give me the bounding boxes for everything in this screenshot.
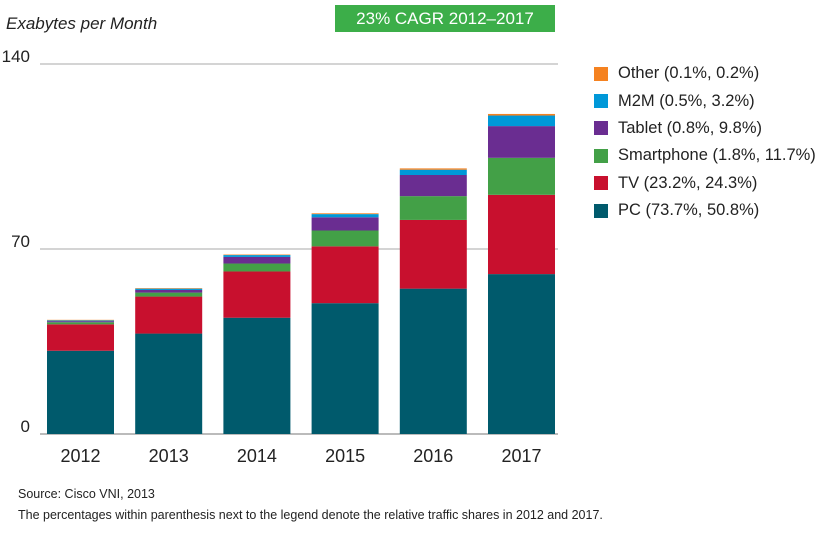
legend-item-other: Other (0.1%, 0.2%) [594,60,816,87]
legend-item-tablet: Tablet (0.8%, 9.8%) [594,115,816,142]
x-tick-label: 2016 [413,446,453,466]
x-tick-label: 2013 [149,446,189,466]
bar-segment-other-2012 [47,319,114,321]
y-tick-label: 70 [11,232,30,251]
bar-segment-other-2016 [399,168,467,170]
legend-swatch [594,176,608,191]
legend-label: Tablet (0.8%, 9.8%) [618,118,762,137]
bar-segment-other-2017 [488,113,555,116]
bar-segment-smartphone-2013 [135,292,203,297]
bar-segment-tv-2016 [399,219,467,289]
x-tick-label: 2017 [501,446,541,466]
x-tick-label: 2015 [325,446,365,466]
legend-label: Other (0.1%, 0.2%) [618,64,760,83]
y-axis-label: Exabytes per Month [6,14,158,33]
legend-swatch [594,66,608,81]
legend-item-m2m: M2M (0.5%, 3.2%) [594,87,816,114]
bar-segment-pc-2016 [399,288,467,434]
bar-segment-smartphone-2017 [488,157,555,195]
bar-segment-pc-2015 [311,303,379,434]
legend-swatch [594,203,608,218]
bar-segment-tablet-2012 [47,321,114,323]
source-note: Source: Cisco VNI, 2013 [18,487,155,501]
bar-segment-m2m-2013 [135,288,203,290]
bar-segment-other-2013 [135,288,203,289]
legend-item-tv: TV (23.2%, 24.3%) [594,170,816,197]
bar-segment-tablet-2016 [399,175,467,197]
bar-segment-tablet-2013 [135,289,203,293]
legend-label: Smartphone (1.8%, 11.7%) [618,146,816,165]
bar-segment-smartphone-2016 [399,196,467,220]
legend-swatch [594,94,608,109]
legend-swatch [594,148,608,163]
legend-item-smartphone: Smartphone (1.8%, 11.7%) [594,142,816,169]
cagr-badge: 23% CAGR 2012–2017 [335,5,555,32]
x-tick-label: 2014 [237,446,277,466]
bar-segment-tv-2012 [47,324,114,351]
bar-segment-m2m-2014 [223,255,291,257]
y-tick-label: 140 [2,47,30,66]
legend-item-pc: PC (73.7%, 50.8%) [594,197,816,224]
bar-segment-pc-2012 [47,350,114,434]
bar-segment-pc-2014 [223,317,291,434]
percentage-note: The percentages within parenthesis next … [18,508,603,522]
legend-label: PC (73.7%, 50.8%) [618,201,760,220]
bar-segment-m2m-2012 [47,320,114,322]
bar-segment-tv-2013 [135,296,203,334]
x-tick-label: 2012 [60,446,100,466]
bar-segment-m2m-2017 [488,115,555,127]
bar-segment-pc-2017 [488,274,555,434]
bar-segment-tv-2014 [223,271,291,318]
bar-segment-other-2015 [311,213,379,215]
bar-segment-tv-2015 [311,246,379,304]
bar-segment-pc-2013 [135,333,203,434]
bar-segment-smartphone-2012 [47,322,114,325]
bar-segment-smartphone-2014 [223,263,291,272]
legend-label: TV (23.2%, 24.3%) [618,173,758,192]
legend: Other (0.1%, 0.2%) M2M (0.5%, 3.2%) Tablet… [594,60,816,224]
legend-swatch [594,121,608,136]
bar-segment-smartphone-2015 [311,230,379,247]
y-tick-label: 0 [21,417,30,436]
bar-segment-m2m-2015 [311,214,379,218]
bar-segment-m2m-2016 [399,169,467,175]
bar-segment-tablet-2014 [223,256,291,264]
legend-label: M2M (0.5%, 3.2%) [618,91,755,110]
bar-segment-other-2014 [223,254,291,256]
bar-segment-tablet-2017 [488,126,555,158]
bar-segment-tablet-2015 [311,217,379,231]
bar-segment-tv-2017 [488,194,555,275]
